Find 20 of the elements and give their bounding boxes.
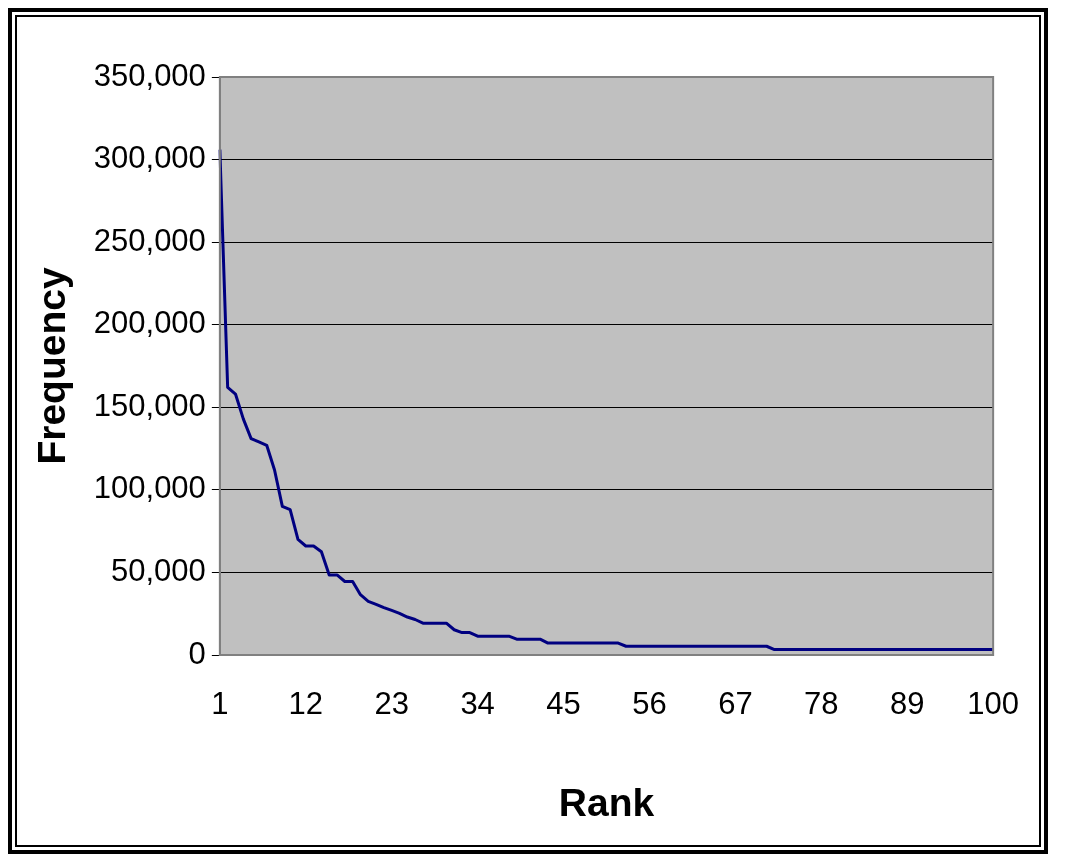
x-tick-label: 12 bbox=[288, 686, 324, 722]
x-axis-title: Rank bbox=[558, 781, 655, 825]
y-tick-label: 200,000 bbox=[93, 305, 206, 341]
x-tick-label: 45 bbox=[546, 686, 581, 722]
x-tick-label: 67 bbox=[718, 686, 753, 722]
y-axis-title: Frequency bbox=[30, 267, 74, 465]
y-tick-label: 250,000 bbox=[93, 222, 206, 258]
x-tick-label: 1 bbox=[211, 686, 229, 722]
x-tick-label: 100 bbox=[967, 686, 1020, 722]
x-tick-label: 78 bbox=[804, 686, 839, 722]
y-tick-label: 100,000 bbox=[93, 470, 206, 506]
x-tick-label: 89 bbox=[889, 686, 925, 722]
y-tick-label: 50,000 bbox=[111, 552, 206, 588]
y-tick-label: 150,000 bbox=[93, 387, 206, 423]
y-tick-label: 300,000 bbox=[93, 140, 206, 176]
x-tick-label: 56 bbox=[632, 686, 667, 722]
x-tick-label: 34 bbox=[460, 686, 495, 722]
x-tick-label: 23 bbox=[374, 686, 409, 722]
y-tick-label: 350,000 bbox=[93, 57, 206, 93]
y-tick-label: 0 bbox=[188, 635, 206, 671]
